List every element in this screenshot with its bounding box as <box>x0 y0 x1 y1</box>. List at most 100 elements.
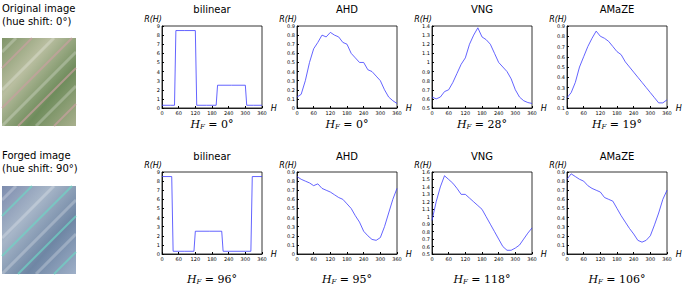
svg-text:360: 360 <box>392 110 402 116</box>
svg-text:1.2: 1.2 <box>422 41 430 47</box>
svg-text:3: 3 <box>157 78 160 84</box>
svg-text:2: 2 <box>157 87 160 93</box>
svg-text:0.1: 0.1 <box>287 242 295 248</box>
svg-text:0.7: 0.7 <box>557 187 565 193</box>
svg-text:180: 180 <box>342 256 352 262</box>
svg-text:360: 360 <box>662 256 672 262</box>
svg-text:H: H <box>406 104 412 113</box>
svg-text:H: H <box>541 250 547 259</box>
svg-text:0.5: 0.5 <box>422 105 430 111</box>
svg-text:1: 1 <box>427 59 430 65</box>
svg-text:0.7: 0.7 <box>287 187 295 193</box>
svg-text:0.3: 0.3 <box>557 85 565 91</box>
svg-text:0: 0 <box>160 256 163 262</box>
svg-text:= 95°: = 95° <box>336 273 372 286</box>
svg-text:1: 1 <box>157 242 160 248</box>
svg-text:360: 360 <box>392 256 402 262</box>
svg-text:1: 1 <box>157 96 160 102</box>
svg-text:60: 60 <box>445 256 451 262</box>
svg-text:bilinear: bilinear <box>193 4 231 15</box>
svg-text:2: 2 <box>157 233 160 239</box>
svg-text:0.5: 0.5 <box>557 205 565 211</box>
svg-text:H: H <box>591 118 602 131</box>
svg-text:Forged image: Forged image <box>2 150 71 161</box>
svg-text:240: 240 <box>224 256 234 262</box>
svg-text:= 28°: = 28° <box>471 118 507 131</box>
svg-text:1.5: 1.5 <box>422 176 430 182</box>
svg-text:1.4: 1.4 <box>422 23 430 29</box>
svg-text:8: 8 <box>157 32 160 38</box>
svg-text:H: H <box>324 118 335 131</box>
svg-text:0.1: 0.1 <box>557 105 565 111</box>
svg-text:= 106°: = 106° <box>603 273 646 286</box>
svg-text:0.5: 0.5 <box>287 205 295 211</box>
svg-text:300: 300 <box>376 256 386 262</box>
svg-text:4: 4 <box>157 215 160 221</box>
svg-text:0.6: 0.6 <box>557 196 565 202</box>
svg-text:0: 0 <box>565 110 568 116</box>
svg-text:0.7: 0.7 <box>422 236 430 242</box>
svg-text:0.2: 0.2 <box>557 233 565 239</box>
svg-text:240: 240 <box>629 110 639 116</box>
svg-text:5: 5 <box>157 205 160 211</box>
svg-text:0.9: 0.9 <box>422 69 430 75</box>
svg-text:H: H <box>456 118 467 131</box>
svg-text:9: 9 <box>157 23 160 29</box>
svg-text:60: 60 <box>175 110 181 116</box>
svg-text:120: 120 <box>596 110 606 116</box>
svg-text:0.8: 0.8 <box>287 32 295 38</box>
svg-text:0.4: 0.4 <box>557 74 565 80</box>
svg-text:180: 180 <box>207 110 217 116</box>
svg-text:0.5: 0.5 <box>287 59 295 65</box>
svg-text:1.4: 1.4 <box>422 184 430 190</box>
svg-text:4: 4 <box>157 69 160 75</box>
svg-text:H: H <box>189 118 200 131</box>
svg-text:7: 7 <box>157 41 160 47</box>
svg-text:= 0°: = 0° <box>340 118 369 131</box>
svg-text:H: H <box>587 273 598 286</box>
svg-text:0: 0 <box>295 110 298 116</box>
svg-text:0.8: 0.8 <box>422 78 430 84</box>
svg-text:H: H <box>676 250 682 259</box>
svg-text:360: 360 <box>257 110 267 116</box>
svg-text:1.3: 1.3 <box>422 32 430 38</box>
svg-text:240: 240 <box>494 256 504 262</box>
svg-text:0.2: 0.2 <box>557 95 565 101</box>
svg-text:0.6: 0.6 <box>287 50 295 56</box>
svg-text:5: 5 <box>157 59 160 65</box>
svg-text:AMaZE: AMaZE <box>600 4 635 15</box>
svg-text:0.1: 0.1 <box>287 96 295 102</box>
svg-text:0.1: 0.1 <box>557 242 565 248</box>
svg-text:0.6: 0.6 <box>287 196 295 202</box>
svg-text:0.9: 0.9 <box>422 221 430 227</box>
svg-text:360: 360 <box>257 256 267 262</box>
svg-text:1: 1 <box>427 214 430 220</box>
svg-text:240: 240 <box>224 110 234 116</box>
svg-text:= 96°: = 96° <box>201 273 237 286</box>
svg-text:360: 360 <box>662 110 672 116</box>
svg-text:300: 300 <box>646 110 656 116</box>
svg-text:0.6: 0.6 <box>422 244 430 250</box>
svg-text:0: 0 <box>295 256 298 262</box>
svg-text:0.3: 0.3 <box>287 224 295 230</box>
svg-text:AMaZE: AMaZE <box>600 151 635 162</box>
svg-text:120: 120 <box>326 110 336 116</box>
svg-text:VNG: VNG <box>471 151 493 162</box>
svg-text:60: 60 <box>580 256 586 262</box>
svg-text:60: 60 <box>580 110 586 116</box>
svg-text:240: 240 <box>359 110 369 116</box>
svg-text:300: 300 <box>241 110 251 116</box>
svg-text:VNG: VNG <box>471 4 493 15</box>
svg-text:8: 8 <box>157 178 160 184</box>
svg-text:300: 300 <box>511 256 521 262</box>
svg-text:bilinear: bilinear <box>193 151 231 162</box>
svg-text:240: 240 <box>494 110 504 116</box>
svg-text:180: 180 <box>612 110 622 116</box>
svg-text:0.3: 0.3 <box>557 224 565 230</box>
svg-text:H: H <box>321 273 332 286</box>
svg-text:0.4: 0.4 <box>287 215 295 221</box>
svg-text:0.2: 0.2 <box>287 87 295 93</box>
svg-text:H: H <box>271 104 277 113</box>
svg-text:120: 120 <box>461 110 471 116</box>
svg-text:(hue shift: 0°): (hue shift: 0°) <box>2 16 71 27</box>
